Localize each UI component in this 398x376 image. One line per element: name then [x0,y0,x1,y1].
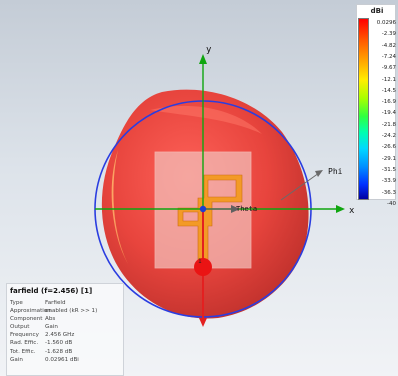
farfield-info-panel: farfield (f=2.456) [1] Type Farfield Appro… [6,283,124,376]
legend-tick-label: -7.24 [381,53,396,60]
origin-marker [199,205,207,213]
info-row-value: Farfield [45,300,66,306]
info-row: Gain 0.02961 dBi [10,356,122,364]
info-row-label: Output [10,324,30,331]
info-row-label: Frequency [10,332,39,339]
info-row: Component Abs [10,315,122,323]
radiation-pattern-highlight [150,105,262,134]
legend-tick-label: -4.82 [381,42,396,49]
legend-tick-label: -36.3 [381,189,396,196]
x-axis-arrow [336,205,345,213]
info-row-value: Gain [45,324,58,331]
info-row-label: Gain [10,356,23,363]
legend-tick-label: -33.9 [381,178,396,185]
phi-label: Phi [328,167,343,176]
port-label: 1 [198,258,202,265]
legend-tick-label: -21.8 [381,121,396,128]
x-axis-label: x [349,206,355,216]
theta-label: Theta [236,205,257,213]
theta-arrow-head [231,205,240,213]
info-row: Frequency 2.456 GHz [10,331,122,339]
legend-tick-label: -14.5 [381,87,396,94]
info-row-value: -1.560 dB [45,340,73,347]
info-row-value: 2.456 GHz [45,332,75,339]
info-row: Approximation enabled (kR >> 1) [10,307,122,315]
legend-tick-label: 0.0296 [376,20,396,26]
legend-tick-label: -24.2 [381,133,396,139]
info-row: Output Gain [10,323,122,331]
info-row-label: Component [10,316,43,323]
phi-arrow-line [280,172,320,201]
info-row-label: Approximation [10,308,51,315]
info-row-label: Type [10,300,23,306]
info-row: Rad. Effic. -1.560 dB [10,339,122,347]
info-title: farfield (f=2.456) [1] [10,287,93,295]
z-axis-arrow [199,318,207,327]
legend-tick-label: -9.67 [381,65,396,72]
port-marker[interactable] [194,258,212,276]
legend-tick-label: -31.5 [381,166,396,173]
legend-tick-label: -19.4 [381,110,396,117]
info-row-value: enabled (kR >> 1) [45,308,98,315]
legend-tick-label: -2.39 [381,31,396,38]
legend-tick-label: -12.1 [381,76,396,83]
y-axis-arrow [199,54,207,64]
y-axis-label: y [206,45,212,55]
legend-tick-label: -26.6 [381,144,396,151]
legend-tick-label: -29.1 [381,155,396,162]
legend-tick-label: -40 [387,200,396,207]
legend-tick-label: -16.9 [381,99,396,106]
info-list: Type Farfield Approximation enabled (kR >> … [10,299,122,364]
phi-arrow-head [315,170,323,177]
info-row-label: Tot. Effic. [10,348,36,355]
info-row-value: Abs [45,316,56,323]
info-row: Type Farfield [10,299,122,307]
info-row: Tot. Effic. -1.628 dB [10,348,122,356]
info-row-label: Rad. Effic. [10,340,39,347]
legend-color-bar [358,18,369,200]
color-scale-legend: dBi 0.0296 -2.39 -4.82 -7.24 -9.67 -12.1 -14.5… [356,4,396,207]
info-row-value: 0.02961 dBi [45,356,79,363]
legend-unit-label: dBi [370,7,384,15]
info-row-value: -1.628 dB [45,348,73,355]
